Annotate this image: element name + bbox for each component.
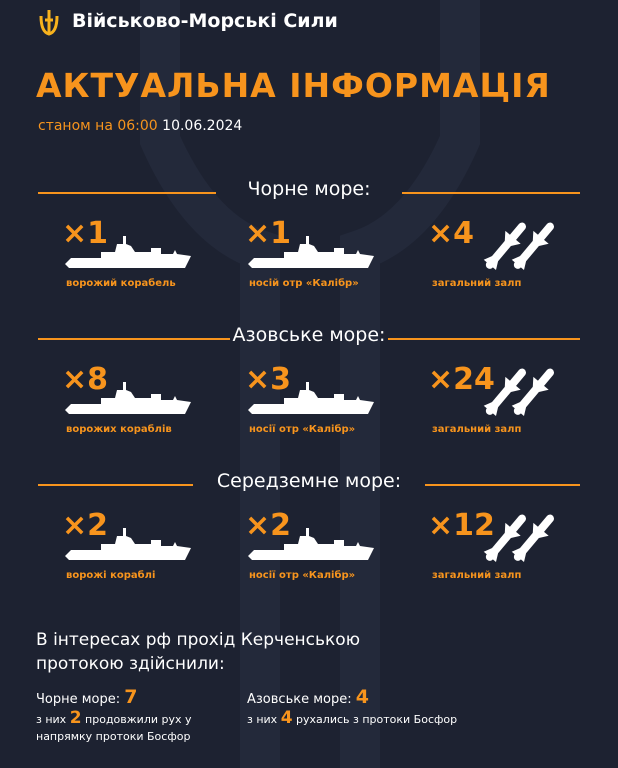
note-value: 2 bbox=[69, 708, 82, 728]
org-name: Військово-Морські Сили bbox=[72, 10, 338, 32]
count: ×1 bbox=[62, 216, 109, 251]
section-rule bbox=[425, 484, 580, 486]
stat-label: Азовське море: bbox=[247, 692, 352, 707]
stat-label: Чорне море: bbox=[36, 692, 121, 707]
item-label: носій отр «Калібр» bbox=[249, 278, 359, 289]
note-text: продовжили рух у напрямку протоки Босфор bbox=[36, 713, 192, 743]
ship-icon bbox=[65, 236, 191, 268]
count: ×3 bbox=[245, 362, 292, 397]
ship-icon-wrap bbox=[248, 234, 376, 274]
item-label: ворожий корабель bbox=[66, 278, 176, 289]
missile-icon bbox=[483, 514, 554, 562]
section-rule bbox=[402, 192, 580, 194]
stat-value: 4 bbox=[355, 686, 369, 708]
ship-icon bbox=[248, 236, 374, 268]
section-rule bbox=[388, 338, 580, 340]
missiles-icon-wrap bbox=[466, 366, 556, 432]
section-rule bbox=[38, 338, 230, 340]
section-rule bbox=[38, 484, 193, 486]
count: ×12 bbox=[428, 508, 495, 543]
stat: Азовське море: 4 bbox=[247, 686, 369, 708]
ship-icon-wrap bbox=[248, 526, 376, 566]
item-label: загальний залп bbox=[432, 278, 522, 289]
count: ×8 bbox=[62, 362, 109, 397]
item-label: загальний залп bbox=[432, 570, 522, 581]
ship-icon bbox=[248, 382, 374, 414]
stat: Чорне море: 7 bbox=[36, 686, 138, 708]
note-text: рухались з протоки Босфор bbox=[296, 713, 458, 726]
section-name: Чорне море: bbox=[247, 178, 371, 200]
note-prefix: з них bbox=[247, 713, 278, 726]
stat-note: з них 4 рухались з протоки Босфор bbox=[247, 710, 487, 728]
missile-icon bbox=[483, 222, 554, 270]
stat-value: 7 bbox=[124, 686, 138, 708]
footer-text: В інтересах рф прохід Керченською проток… bbox=[36, 630, 361, 674]
date-line: станом на 06:00 10.06.2024 bbox=[38, 118, 242, 134]
date: 10.06.2024 bbox=[162, 118, 243, 134]
ship-icon-wrap bbox=[248, 380, 376, 420]
ship-icon-wrap bbox=[65, 234, 193, 274]
title: АКТУАЛЬНА ІНФОРМАЦІЯ bbox=[36, 66, 551, 105]
count: ×24 bbox=[428, 362, 495, 397]
note-value: 4 bbox=[280, 708, 293, 728]
count: ×4 bbox=[428, 216, 475, 251]
missiles-icon-wrap bbox=[466, 512, 556, 578]
item-label: ворожих кораблів bbox=[66, 424, 172, 435]
date-prefix: станом на 06:00 bbox=[38, 118, 158, 134]
ship-icon-wrap bbox=[65, 380, 193, 420]
count: ×1 bbox=[245, 216, 292, 251]
missiles-icon-wrap bbox=[466, 220, 556, 286]
section-name: Азовське море: bbox=[232, 324, 386, 346]
section-rule bbox=[38, 192, 216, 194]
item-label: носії отр «Калібр» bbox=[249, 424, 356, 435]
item-label: носії отр «Калібр» bbox=[249, 570, 356, 581]
note-prefix: з них bbox=[36, 713, 67, 726]
ship-icon bbox=[65, 382, 191, 414]
missile-icon bbox=[483, 368, 554, 416]
section-name: Середземне море: bbox=[216, 470, 402, 492]
ship-icon-wrap bbox=[65, 526, 193, 566]
logo bbox=[39, 10, 59, 36]
ship-icon bbox=[65, 528, 191, 560]
ship-icon bbox=[248, 528, 374, 560]
count: ×2 bbox=[62, 508, 109, 543]
stat-note: з них 2 продовжили рух у напрямку проток… bbox=[36, 710, 216, 745]
count: ×2 bbox=[245, 508, 292, 543]
item-label: ворожі кораблі bbox=[66, 570, 156, 581]
item-label: загальний залп bbox=[432, 424, 522, 435]
